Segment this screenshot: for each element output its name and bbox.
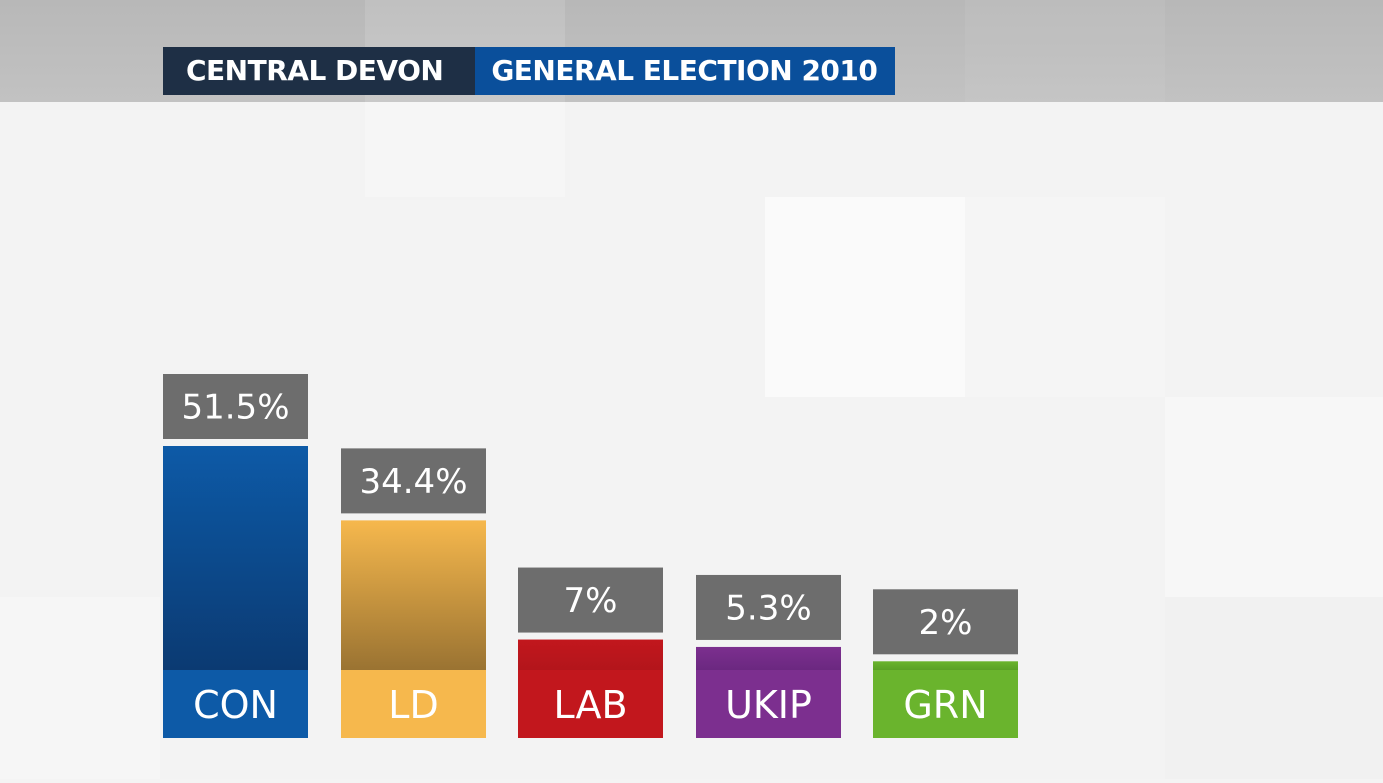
value-box-lab (518, 567, 663, 633)
party-label-ukip: UKIP (725, 683, 812, 727)
party-label-grn: GRN (903, 683, 987, 727)
value-label-grn: 2% (919, 603, 973, 643)
value-label-con: 51.5% (181, 388, 289, 428)
party-label-lab: LAB (553, 683, 627, 727)
party-box-con (163, 670, 308, 738)
value-label-lab: 7% (564, 581, 618, 621)
title-bar: CENTRAL DEVON GENERAL ELECTION 2010 (163, 47, 896, 95)
value-box-ld (341, 448, 486, 514)
value-label-ukip: 5.3% (725, 588, 811, 628)
bar-group-ukip: 5.3% UKIP (696, 574, 841, 738)
party-box-lab (518, 670, 663, 738)
top-band-tile (965, 0, 1165, 102)
value-box-ukip (696, 574, 841, 640)
party-box-ukip (696, 670, 841, 738)
party-label-ld: LD (388, 683, 438, 727)
bar-ukip (696, 646, 841, 670)
bar-con (163, 446, 308, 670)
bar-ld (341, 520, 486, 670)
bar-grn (873, 661, 1018, 670)
bar-group-lab: 7% LAB (518, 567, 663, 738)
value-box-con (163, 374, 308, 439)
party-box-grn (873, 670, 1018, 738)
bars-group: 51.5% CON 34.4% LD 7% LAB 5.3% UKIP 2% GRN (163, 374, 1018, 738)
party-box-ld (341, 670, 486, 738)
bar-group-con: 51.5% CON (163, 374, 308, 738)
bar-lab (518, 639, 663, 670)
bar-group-ld: 34.4% LD (341, 448, 486, 738)
election-title: GENERAL ELECTION 2010 (475, 47, 896, 95)
bar-group-grn: 2% GRN (873, 589, 1018, 738)
party-label-con: CON (193, 683, 278, 727)
value-box-grn (873, 589, 1018, 655)
constituency-title: CENTRAL DEVON (163, 47, 476, 95)
value-label-ld: 34.4% (359, 462, 467, 502)
